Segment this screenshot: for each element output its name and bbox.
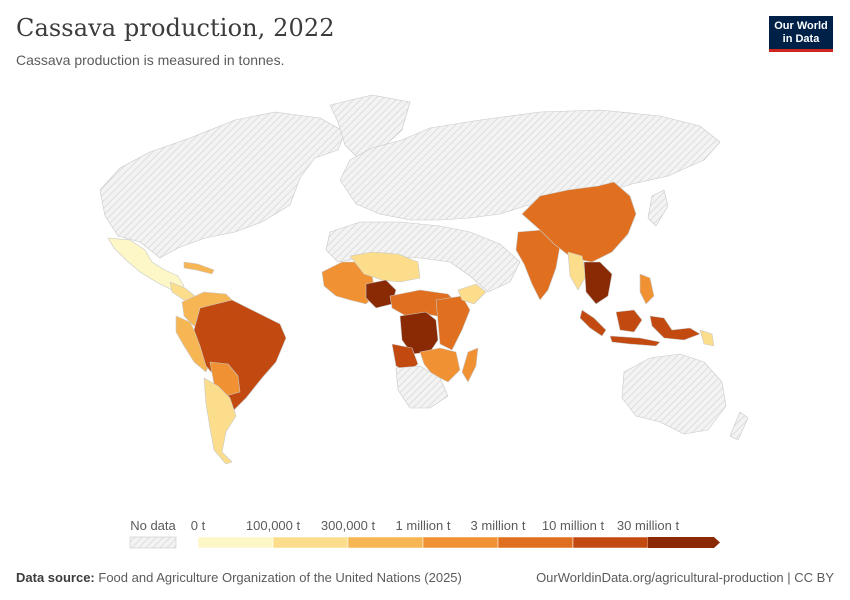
legend-bin-3 bbox=[422, 536, 499, 549]
legend-bin-4 bbox=[497, 536, 574, 549]
legend-tick-3: 1 million t bbox=[396, 518, 451, 533]
legend-no-data-label: No data bbox=[130, 518, 176, 533]
region-indonesia-borneo[interactable] bbox=[615, 309, 643, 333]
region-brazil[interactable] bbox=[193, 299, 287, 411]
legend-no-data-swatch bbox=[129, 536, 177, 549]
owid-logo[interactable]: Our World in Data bbox=[769, 16, 833, 52]
legend-tick-5: 10 million t bbox=[542, 518, 605, 533]
region-indonesia-east[interactable] bbox=[649, 315, 701, 341]
legend-bin-2 bbox=[347, 536, 424, 549]
region-indonesia-sumatra[interactable] bbox=[579, 309, 607, 337]
region-philippines[interactable] bbox=[639, 273, 655, 305]
region-dr-congo[interactable] bbox=[399, 311, 439, 355]
region-japan[interactable] bbox=[647, 189, 669, 227]
region-papua-new-guinea[interactable] bbox=[699, 329, 715, 347]
logo-line-1: Our World bbox=[774, 20, 828, 32]
legend-tick-0: 0 t bbox=[191, 518, 206, 533]
legend-bin-0 bbox=[197, 536, 274, 549]
legend-bin-1 bbox=[272, 536, 349, 549]
region-mozambique-zambia[interactable] bbox=[419, 347, 461, 383]
data-source-label: Data source: bbox=[16, 570, 95, 585]
region-thailand-vietnam[interactable] bbox=[583, 261, 613, 305]
legend-tick-4: 3 million t bbox=[471, 518, 526, 533]
region-mexico[interactable] bbox=[107, 237, 185, 291]
region-australia[interactable] bbox=[621, 353, 727, 435]
world-map[interactable] bbox=[0, 72, 850, 472]
region-china[interactable] bbox=[521, 181, 637, 263]
region-peru[interactable] bbox=[175, 315, 213, 373]
logo-line-2: in Data bbox=[782, 33, 820, 45]
region-caribbean[interactable] bbox=[183, 261, 215, 275]
legend-bin-6 bbox=[648, 537, 720, 548]
region-eurasia[interactable] bbox=[339, 109, 721, 221]
region-north-america[interactable] bbox=[99, 111, 346, 259]
region-new-zealand[interactable] bbox=[729, 411, 749, 441]
logo-accent-bar bbox=[769, 49, 833, 52]
legend-tick-2: 300,000 t bbox=[321, 518, 376, 533]
data-source: Data source: Food and Agriculture Organi… bbox=[16, 570, 462, 585]
region-madagascar[interactable] bbox=[461, 347, 479, 383]
region-argentina-chile[interactable] bbox=[203, 377, 237, 465]
region-indonesia-java[interactable] bbox=[609, 335, 661, 347]
chart-title: Cassava production, 2022 bbox=[16, 14, 335, 42]
region-southern-africa[interactable] bbox=[395, 365, 449, 409]
legend-tick-6: 30 million t bbox=[617, 518, 680, 533]
chart-subtitle: Cassava production is measured in tonnes… bbox=[16, 52, 285, 68]
region-sahel[interactable] bbox=[349, 251, 421, 283]
source-url-link[interactable]: OurWorldinData.org/agricultural-producti… bbox=[536, 570, 834, 585]
region-myanmar[interactable] bbox=[567, 251, 587, 291]
region-horn-of-africa[interactable] bbox=[457, 283, 487, 305]
legend-bin-5 bbox=[572, 536, 649, 549]
legend-tick-1: 100,000 t bbox=[246, 518, 301, 533]
data-source-text: Food and Agriculture Organization of the… bbox=[98, 570, 462, 585]
